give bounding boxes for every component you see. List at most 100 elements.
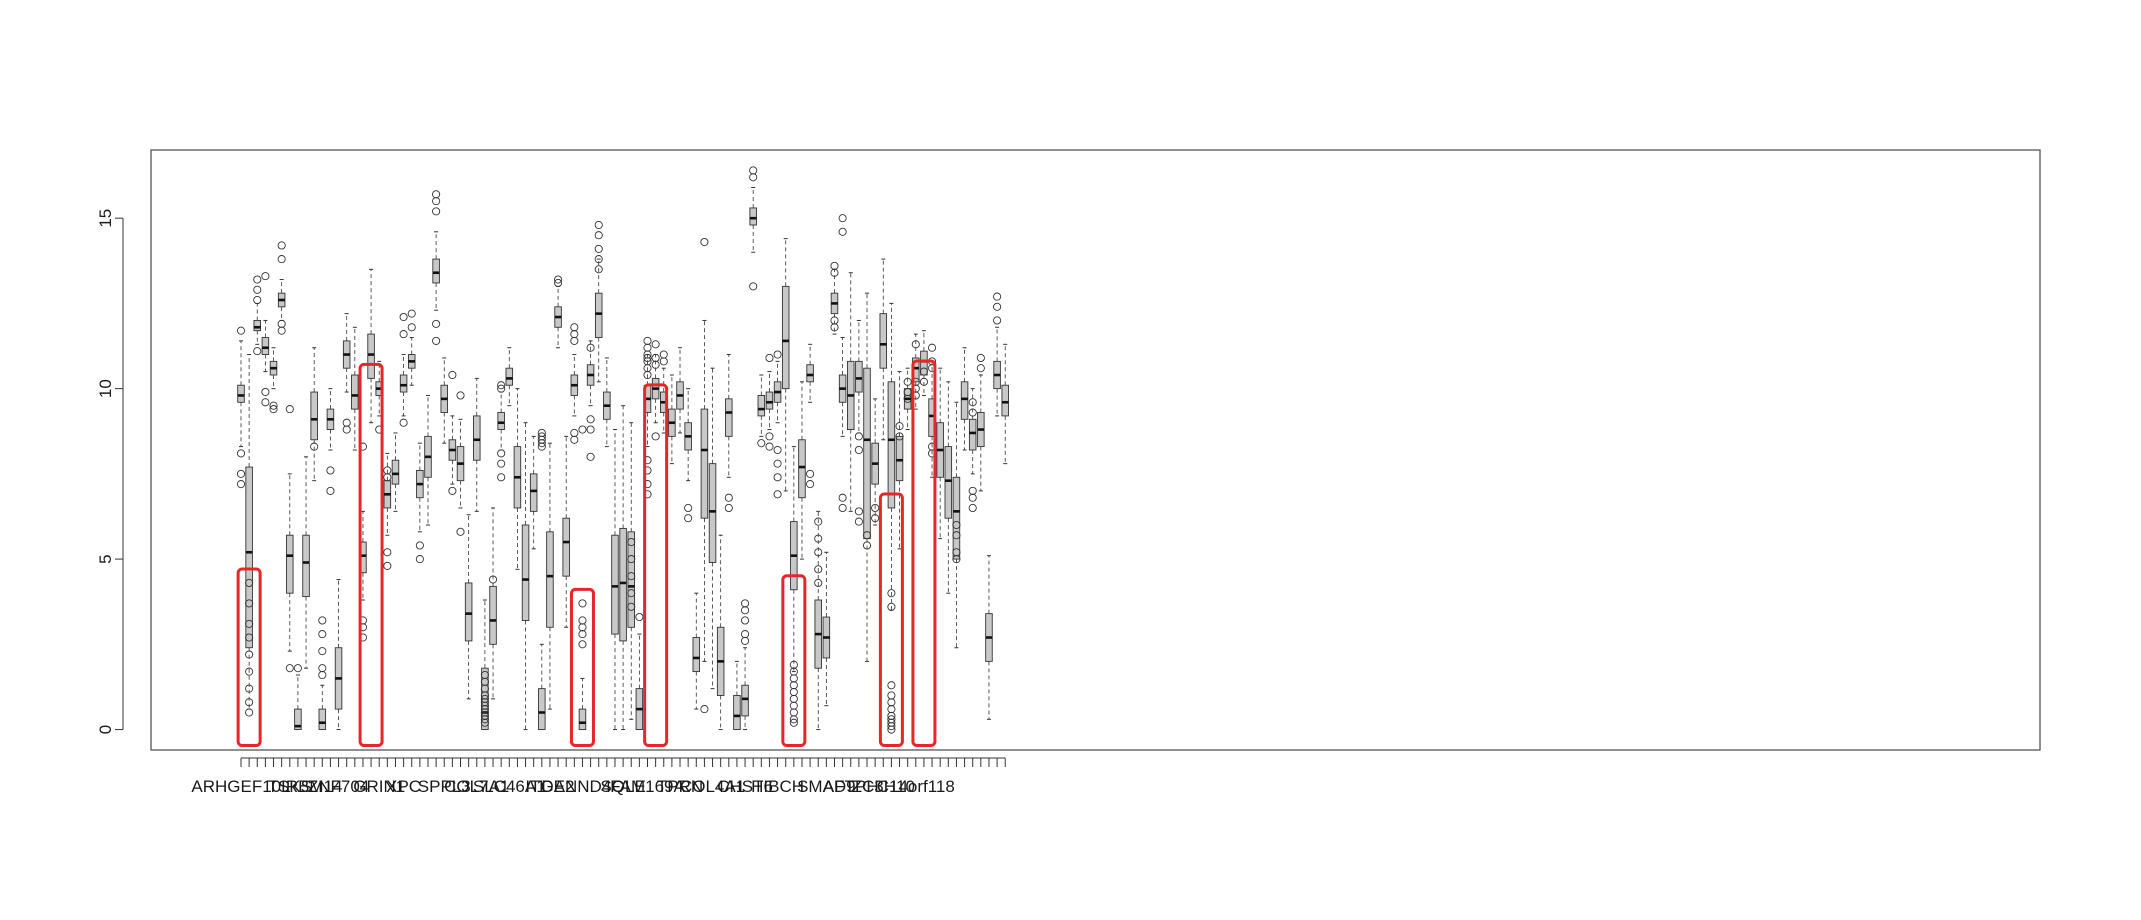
x-tick-label: FAM169A	[610, 777, 685, 796]
outlier-point	[627, 555, 636, 564]
box-52	[659, 350, 668, 434]
box-73	[830, 261, 839, 335]
box-76	[854, 319, 863, 526]
box-41	[570, 323, 579, 444]
box-90	[968, 388, 977, 513]
box-body	[887, 381, 896, 509]
outlier-point	[814, 565, 823, 574]
outlier-point	[432, 197, 441, 206]
box-13	[342, 313, 351, 434]
box-body	[294, 708, 302, 730]
outlier-point	[952, 520, 961, 530]
box-body	[611, 534, 619, 635]
box-56	[692, 592, 701, 710]
outlier-point	[903, 377, 912, 386]
outlier-point	[236, 480, 246, 489]
box-74	[838, 214, 847, 513]
box-40	[562, 435, 570, 628]
outlier-point	[765, 442, 774, 451]
box-12	[334, 579, 343, 731]
box-38	[546, 442, 554, 710]
outlier-point	[919, 377, 928, 386]
outlier-point	[627, 589, 636, 598]
outlier-point	[342, 418, 351, 427]
outlier-point	[765, 432, 774, 441]
box-body	[692, 637, 701, 673]
outlier-point	[854, 432, 863, 441]
box-9	[310, 347, 319, 482]
highlight-box	[781, 574, 807, 748]
box-23	[424, 394, 432, 526]
y-tick-label: 0	[96, 725, 115, 734]
outlier-point	[253, 275, 262, 284]
outlier-point	[269, 405, 278, 414]
box-body	[952, 476, 961, 560]
outlier-point	[383, 561, 392, 570]
outlier-point	[773, 473, 782, 482]
outlier-point	[245, 599, 254, 608]
outlier-point	[554, 278, 563, 288]
highlight-box	[643, 383, 669, 748]
outlier-point	[253, 295, 262, 305]
outlier-point	[383, 548, 392, 557]
box-body	[546, 531, 554, 628]
outlier-point	[310, 442, 319, 451]
outlier-point	[415, 541, 424, 550]
box-92	[985, 555, 993, 720]
box-body	[562, 517, 570, 577]
highlight-box	[911, 359, 937, 748]
x-tick-label: XPC	[386, 777, 421, 796]
box-body	[521, 524, 530, 621]
box-79	[879, 258, 888, 441]
box-10	[318, 616, 327, 731]
outlier-point	[236, 326, 246, 335]
box-68	[789, 446, 798, 727]
outlier-point	[976, 353, 985, 363]
box-body	[253, 320, 262, 332]
outlier-point	[432, 336, 441, 345]
outlier-point	[635, 612, 644, 622]
box-body	[960, 381, 969, 420]
y-axis: 0 5 10 15	[96, 209, 124, 734]
outlier-point	[285, 405, 294, 414]
box-body	[757, 395, 766, 417]
box-48	[627, 422, 636, 720]
outlier-point	[318, 647, 327, 656]
box-82	[903, 367, 912, 431]
outlier-point	[643, 370, 652, 380]
outlier-point	[236, 449, 246, 458]
box-66	[773, 350, 782, 499]
box-69	[798, 381, 806, 560]
outlier-point	[887, 681, 896, 690]
outlier-point	[952, 555, 961, 564]
box-61	[733, 660, 741, 731]
box-65	[765, 353, 774, 451]
box-2	[253, 275, 262, 356]
box-body	[725, 398, 733, 437]
box-7	[293, 664, 302, 731]
box-64	[757, 374, 766, 448]
outlier-point	[928, 343, 937, 352]
outlier-point	[456, 391, 465, 400]
highlights-layer	[236, 359, 937, 748]
box-81	[895, 371, 904, 550]
box-89	[960, 347, 969, 451]
outlier-point	[480, 718, 489, 727]
outlier-point	[480, 715, 489, 724]
box-71	[814, 510, 823, 731]
box-45	[603, 357, 611, 448]
box-body	[863, 367, 871, 540]
outlier-point	[448, 370, 457, 380]
outlier-point	[448, 486, 457, 495]
highlight-box	[569, 587, 595, 748]
box-body	[310, 391, 318, 441]
box-42	[578, 425, 587, 731]
y-tick-label: 5	[96, 554, 115, 563]
outlier-point	[968, 493, 977, 502]
box-body	[489, 585, 497, 645]
box-77	[862, 292, 872, 662]
box-19	[391, 432, 400, 512]
outlier-point	[245, 708, 254, 717]
outlier-point	[253, 285, 262, 294]
